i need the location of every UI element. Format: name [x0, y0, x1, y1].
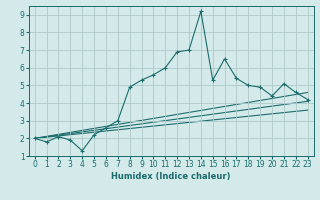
X-axis label: Humidex (Indice chaleur): Humidex (Indice chaleur): [111, 172, 231, 181]
